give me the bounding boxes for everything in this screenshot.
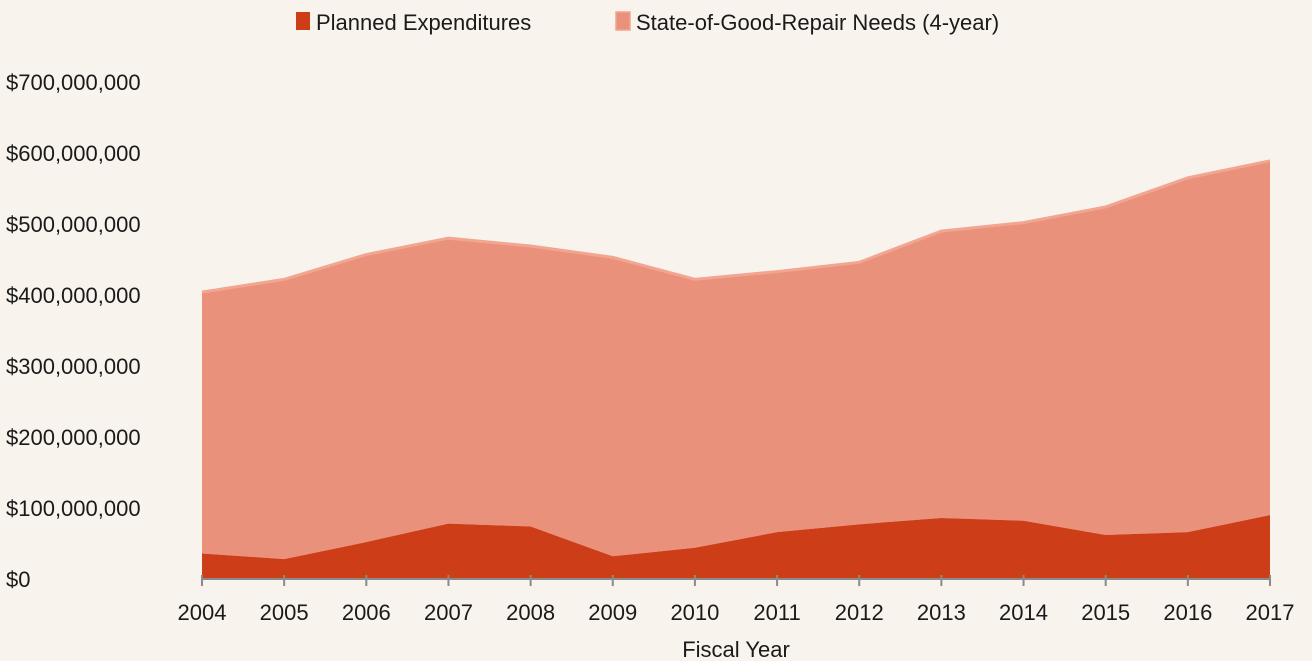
legend-swatch-state-of-good-repair-needs <box>615 11 631 31</box>
y-tick-label-0: $0 <box>6 567 30 592</box>
x-tick-label-2017: 2017 <box>1246 600 1295 625</box>
plot-area <box>201 159 1271 579</box>
x-tick-label-2004: 2004 <box>178 600 227 625</box>
x-tick-label-2005: 2005 <box>260 600 309 625</box>
x-tick-label-2016: 2016 <box>1163 600 1212 625</box>
x-tick-label-2007: 2007 <box>424 600 473 625</box>
y-tick-label-3: $300,000,000 <box>6 354 141 379</box>
x-tick-label-2014: 2014 <box>999 600 1048 625</box>
area-planned-expenditures <box>202 515 1270 579</box>
y-tick-label-5: $500,000,000 <box>6 212 141 237</box>
x-axis-title: Fiscal Year <box>682 637 790 661</box>
x-tick-label-2012: 2012 <box>835 600 884 625</box>
legend-label-state-of-good-repair-needs: State-of-Good-Repair Needs (4-year) <box>636 10 999 35</box>
y-tick-label-1: $100,000,000 <box>6 496 141 521</box>
line-state-of-good-repair-needs <box>201 159 1271 294</box>
x-tick-label-2009: 2009 <box>588 600 637 625</box>
legend-swatch-planned-expenditures <box>296 12 310 30</box>
y-tick-label-4: $400,000,000 <box>6 283 141 308</box>
y-tick-label-6: $600,000,000 <box>6 141 141 166</box>
x-tick-label-2013: 2013 <box>917 600 966 625</box>
y-tick-label-7: $700,000,000 <box>6 70 141 95</box>
area-state-of-good-repair-needs <box>202 160 1270 560</box>
x-tick-label-2011: 2011 <box>753 600 800 625</box>
legend: Planned Expenditures State-of-Good-Repai… <box>296 10 999 35</box>
x-tick-label-2008: 2008 <box>506 600 555 625</box>
x-tick-label-2015: 2015 <box>1081 600 1130 625</box>
y-tick-label-2: $200,000,000 <box>6 425 141 450</box>
x-tick-label-2010: 2010 <box>670 600 719 625</box>
axes: 2004 2005 2006 2007 2008 2009 2010 2011 2012 2013… <box>6 70 1294 625</box>
legend-label-planned-expenditures: Planned Expenditures <box>316 10 531 35</box>
x-tick-label-2006: 2006 <box>342 600 391 625</box>
